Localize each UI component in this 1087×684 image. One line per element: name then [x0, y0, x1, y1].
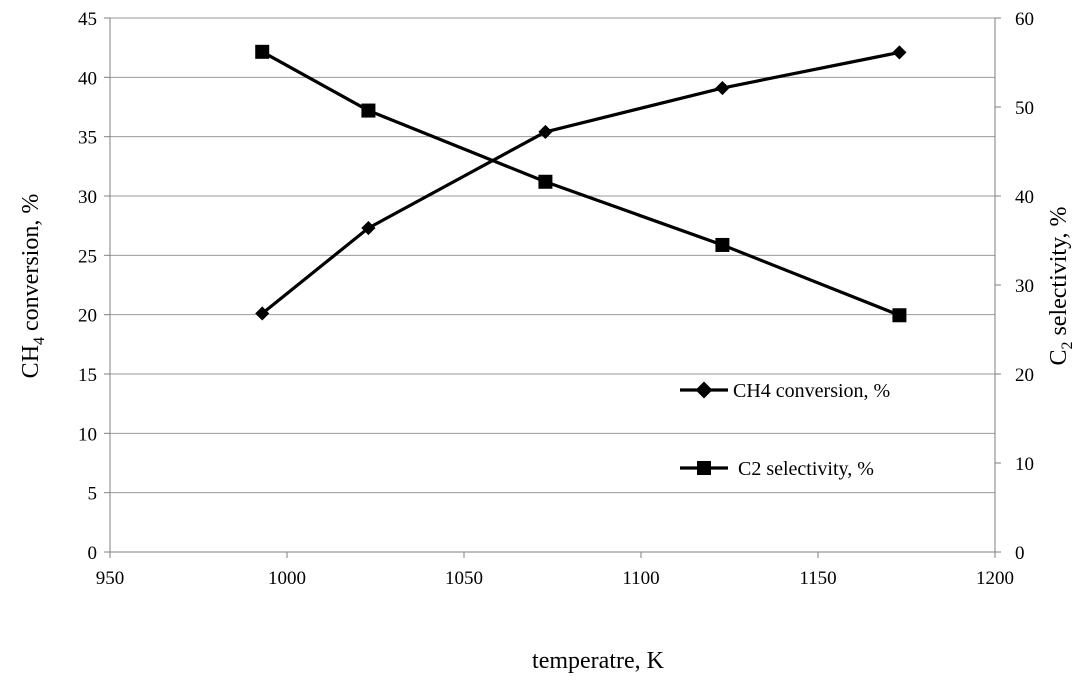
data-point-square: [715, 237, 730, 252]
data-point-diamond: [538, 124, 553, 139]
y-axis-right-title: C2 selectivity, %: [1046, 206, 1076, 365]
y-right-tick-label: 0: [1015, 543, 1025, 564]
y-left-tick-label: 15: [78, 365, 97, 386]
y-left-tick-label: 35: [78, 128, 97, 149]
series-line-1: [261, 50, 901, 317]
y-left-title-main: CH: [18, 345, 44, 378]
data-point-square: [361, 103, 376, 118]
y-left-tick-label: 25: [78, 246, 97, 267]
data-point-diamond: [715, 80, 730, 96]
y-right-title-rest: selectivity, %: [1046, 206, 1072, 341]
y-right-tick-label: 30: [1015, 276, 1034, 297]
y-left-tick-label: 20: [78, 306, 97, 327]
data-point-diamond: [255, 306, 270, 321]
legend: CH4 conversion, % C2 selectivity, %: [680, 380, 890, 480]
y-left-tick-label: 0: [88, 543, 98, 564]
x-axis-title: temperatre, K: [532, 648, 665, 674]
y-left-tick-label: 45: [78, 9, 97, 30]
y-right-tick-label: 60: [1015, 9, 1034, 30]
y-right-tick-label: 20: [1015, 365, 1034, 386]
y-right-title-sub: 2: [1059, 342, 1076, 350]
legend-square-marker: [697, 461, 711, 475]
y-left-title-rest: conversion, %: [18, 194, 44, 337]
legend-diamond-marker: [695, 381, 713, 399]
x-tick-label: 950: [96, 568, 125, 589]
x-tick-label: 1200: [976, 568, 1014, 589]
y-axis-left-title: CH4 conversion, %: [18, 194, 48, 379]
x-tick-label: 1150: [799, 568, 836, 589]
x-tick-label: 1050: [445, 568, 483, 589]
y-left-title-sub: 4: [31, 337, 48, 345]
data-point-square: [538, 174, 553, 189]
y-right-tick-label: 50: [1015, 98, 1034, 119]
x-tick-label: 1000: [268, 568, 306, 589]
data-point-square: [892, 308, 907, 323]
tick-labels: 950 1000 1050 1100 1150 120005101520253035404…: [78, 9, 1034, 589]
y-right-tick-label: 40: [1015, 187, 1034, 208]
y-left-tick-label: 5: [88, 484, 98, 505]
y-left-tick-label: 30: [78, 187, 97, 208]
legend-label-c2: C2 selectivity, %: [738, 458, 874, 480]
data-point-square: [255, 44, 270, 59]
legend-entry-ch4-conversion: CH4 conversion, %: [680, 380, 890, 402]
y-right-title-main: C: [1046, 350, 1072, 366]
y-left-tick-label: 40: [78, 68, 97, 89]
axes: [104, 17, 1001, 558]
legend-label-ch4: CH4 conversion, %: [733, 380, 890, 402]
gridlines: [110, 17, 995, 494]
data-point-diamond: [892, 45, 907, 60]
legend-entry-c2-selectivity: C2 selectivity, %: [680, 458, 874, 480]
series-layer: [255, 44, 907, 323]
y-right-tick-label: 10: [1015, 454, 1034, 475]
y-left-tick-label: 10: [78, 424, 97, 445]
x-tick-label: 1100: [622, 568, 659, 589]
data-point-diamond: [361, 220, 376, 236]
series-line-0: [261, 50, 900, 315]
